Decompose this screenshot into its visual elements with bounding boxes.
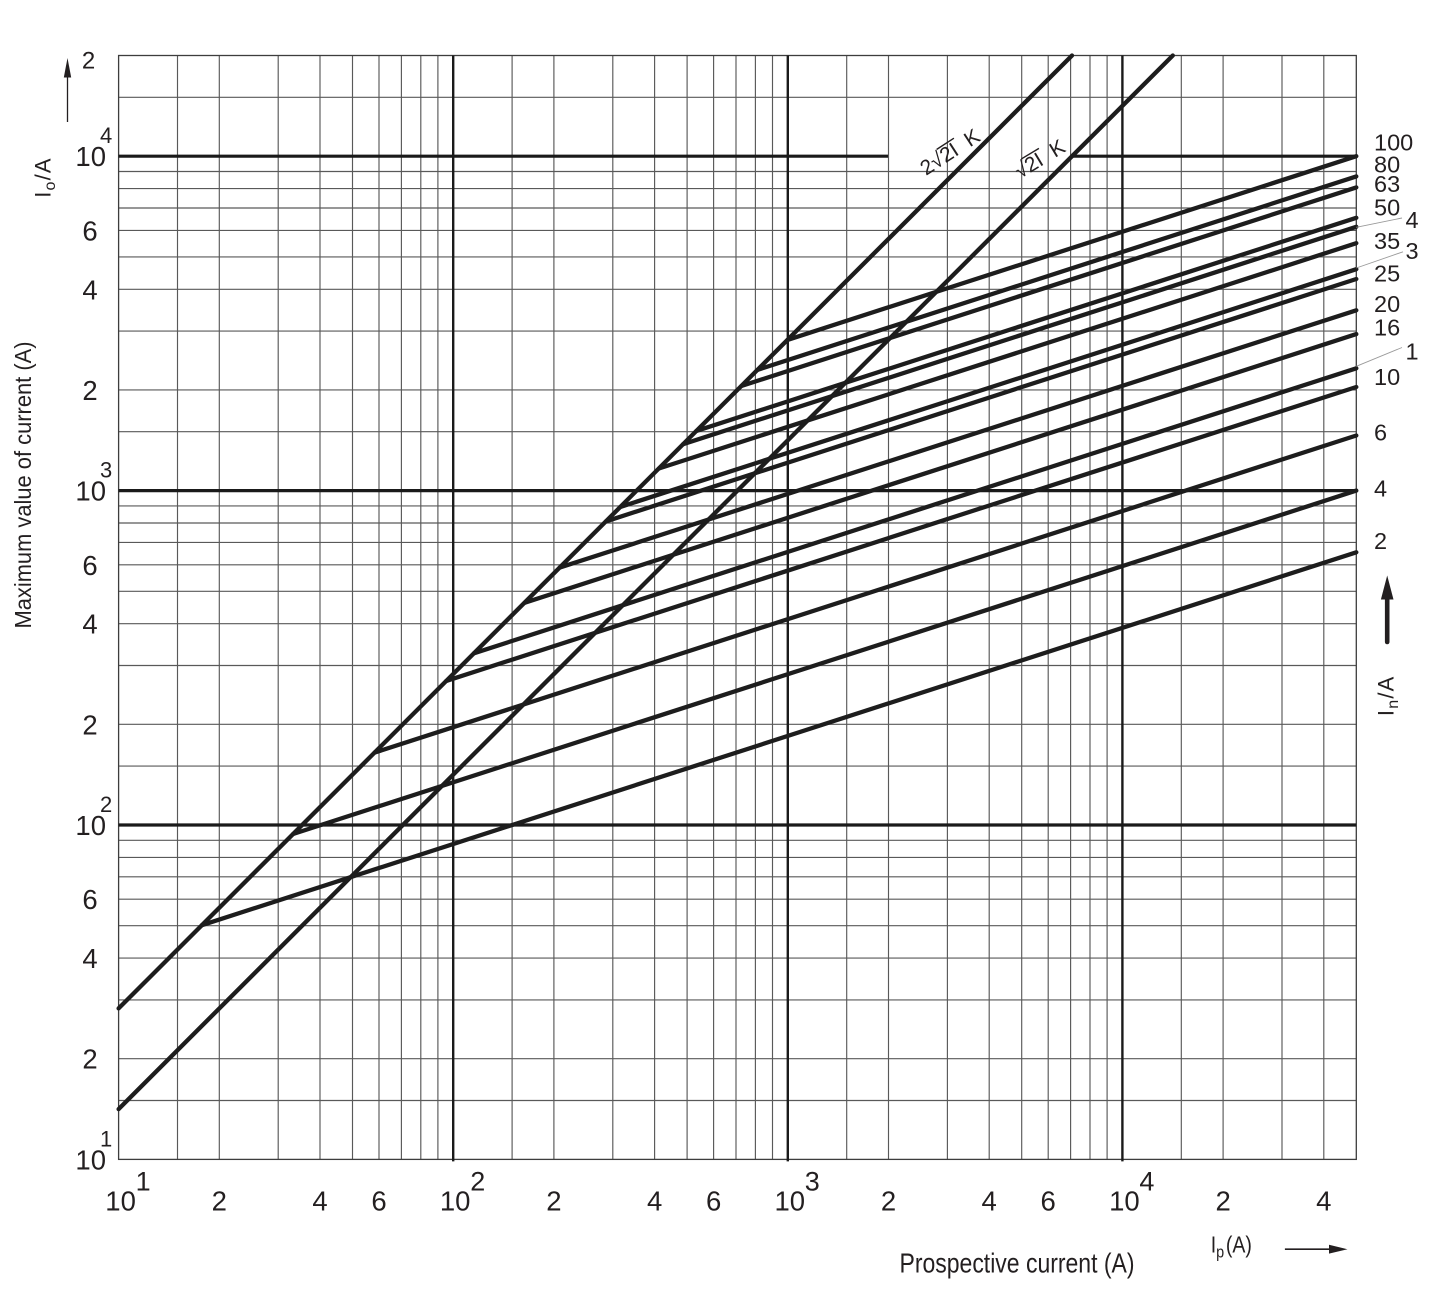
svg-text:6: 6 bbox=[1041, 1186, 1056, 1217]
svg-text:6: 6 bbox=[82, 215, 97, 246]
svg-text:10: 10 bbox=[1109, 1186, 1140, 1217]
svg-text:2: 2 bbox=[881, 1186, 896, 1217]
svg-text:100: 100 bbox=[1374, 130, 1413, 156]
svg-text:4: 4 bbox=[82, 274, 97, 305]
svg-text:63: 63 bbox=[1374, 171, 1400, 197]
svg-text:1: 1 bbox=[100, 1126, 112, 1151]
svg-text:35: 35 bbox=[1374, 228, 1400, 254]
svg-text:In/A: In/A bbox=[1374, 675, 1403, 716]
svg-text:4: 4 bbox=[312, 1186, 327, 1217]
svg-text:4: 4 bbox=[647, 1186, 662, 1217]
svg-text:3: 3 bbox=[1406, 238, 1419, 264]
svg-text:2: 2 bbox=[82, 375, 97, 406]
svg-text:16: 16 bbox=[1374, 315, 1400, 341]
svg-text:4: 4 bbox=[100, 123, 112, 148]
svg-text:2: 2 bbox=[82, 1044, 97, 1075]
svg-text:10: 10 bbox=[1374, 364, 1400, 390]
svg-text:Prospective current (A): Prospective current (A) bbox=[900, 1248, 1135, 1279]
svg-text:6: 6 bbox=[1374, 419, 1387, 445]
svg-text:Maximum value of current (A): Maximum value of current (A) bbox=[10, 342, 36, 629]
svg-text:2: 2 bbox=[82, 47, 95, 74]
svg-text:4: 4 bbox=[82, 609, 97, 640]
svg-text:6: 6 bbox=[706, 1186, 721, 1217]
svg-text:10: 10 bbox=[440, 1186, 471, 1217]
svg-text:4: 4 bbox=[1406, 207, 1419, 233]
svg-text:10: 10 bbox=[775, 1186, 806, 1217]
svg-text:2: 2 bbox=[546, 1186, 561, 1217]
svg-text:2: 2 bbox=[100, 792, 112, 817]
svg-text:4: 4 bbox=[1316, 1186, 1331, 1217]
svg-text:1: 1 bbox=[1406, 339, 1419, 365]
svg-text:50: 50 bbox=[1374, 194, 1400, 220]
svg-text:2: 2 bbox=[1215, 1186, 1230, 1217]
svg-text:3: 3 bbox=[100, 458, 112, 483]
svg-text:10: 10 bbox=[75, 1144, 106, 1175]
svg-text:4: 4 bbox=[1139, 1167, 1154, 1197]
svg-text:10: 10 bbox=[75, 810, 106, 841]
svg-text:10: 10 bbox=[105, 1186, 136, 1217]
svg-text:10: 10 bbox=[75, 476, 106, 507]
svg-text:Io/A: Io/A bbox=[31, 157, 60, 198]
svg-text:25: 25 bbox=[1374, 260, 1400, 286]
svg-text:2: 2 bbox=[470, 1167, 485, 1197]
svg-text:1: 1 bbox=[136, 1167, 151, 1197]
svg-text:6: 6 bbox=[371, 1186, 386, 1217]
svg-text:6: 6 bbox=[82, 884, 97, 915]
svg-text:20: 20 bbox=[1374, 291, 1400, 317]
svg-text:6: 6 bbox=[82, 550, 97, 581]
svg-text:4: 4 bbox=[982, 1186, 997, 1217]
svg-text:80: 80 bbox=[1374, 151, 1400, 177]
svg-text:2: 2 bbox=[82, 709, 97, 740]
svg-text:4: 4 bbox=[1374, 476, 1387, 502]
svg-text:4: 4 bbox=[82, 943, 97, 974]
svg-text:3: 3 bbox=[805, 1167, 820, 1197]
svg-text:10: 10 bbox=[75, 141, 106, 172]
svg-text:2: 2 bbox=[1374, 528, 1387, 554]
svg-text:2: 2 bbox=[212, 1186, 227, 1217]
